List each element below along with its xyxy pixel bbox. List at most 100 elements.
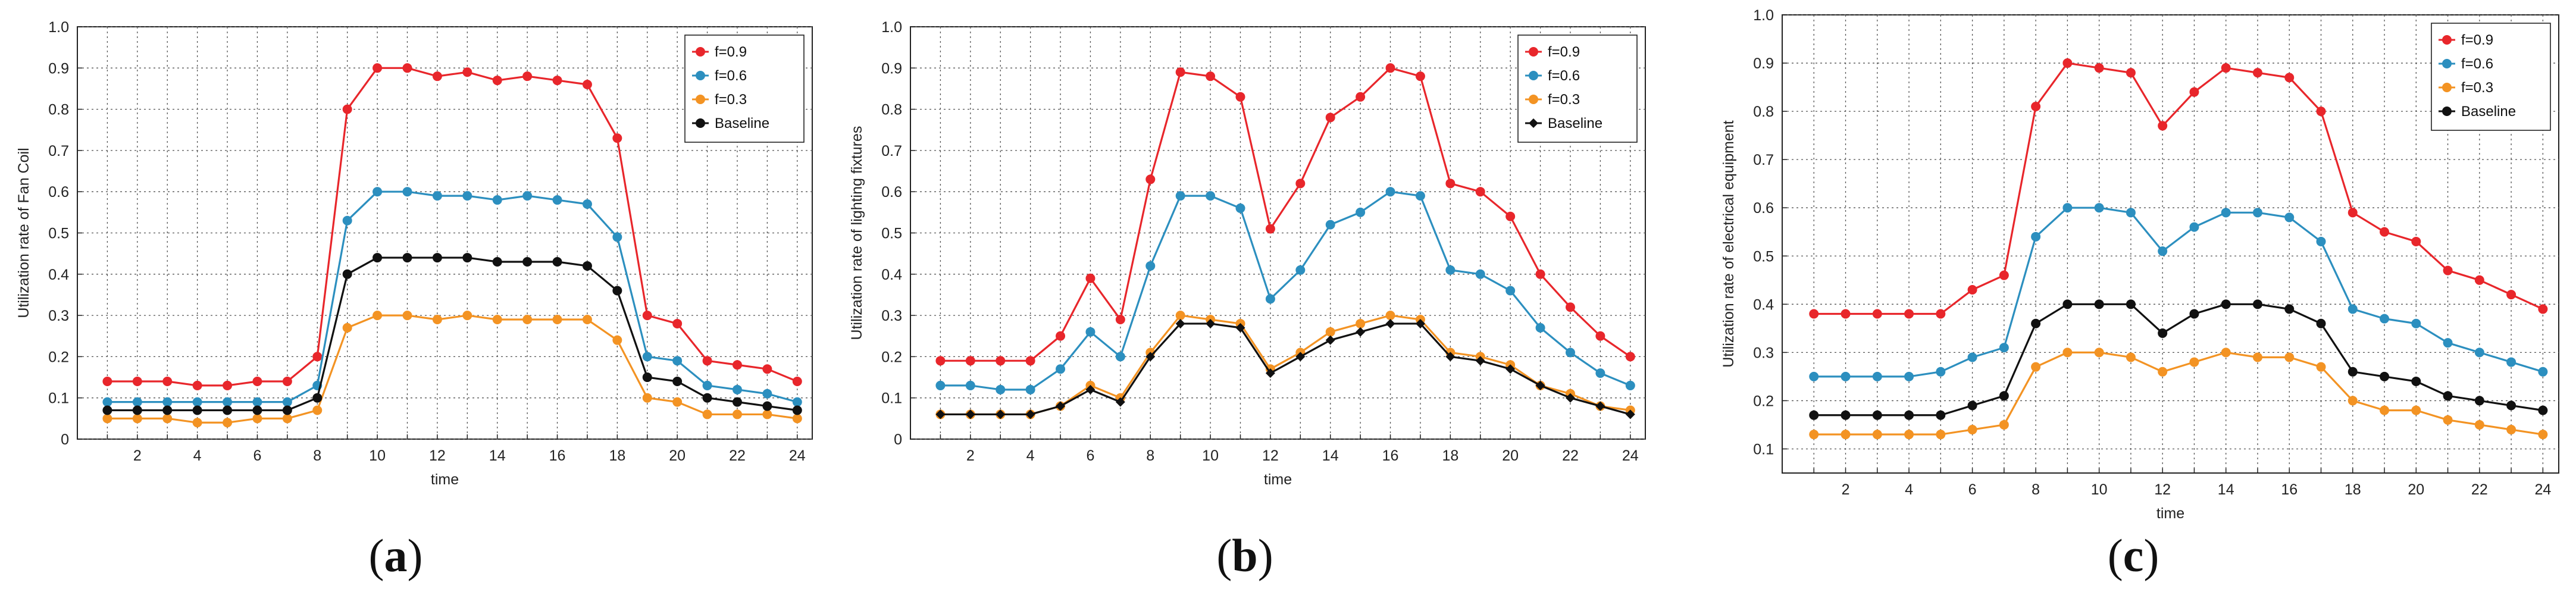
- data-point: [2474, 396, 2484, 406]
- data-point: [2221, 347, 2231, 358]
- data-point: [1904, 309, 1914, 319]
- data-point: [1325, 335, 1335, 345]
- data-point: [1175, 311, 1185, 321]
- data-point: [2443, 265, 2453, 275]
- data-point: [162, 405, 173, 415]
- data-point: [2094, 347, 2104, 358]
- y-tick-label: 0.9: [1753, 55, 1774, 72]
- data-point: [252, 405, 262, 415]
- legend: f=0.9 f=0.6 f=0.3 Baseline: [684, 35, 805, 143]
- data-point: [2221, 208, 2231, 218]
- data-point: [1841, 371, 1851, 381]
- y-tick-label: 0.2: [881, 349, 902, 365]
- data-point: [1265, 368, 1275, 378]
- data-point: [1999, 270, 2009, 280]
- data-point: [1841, 410, 1851, 420]
- panel-paren: (: [369, 530, 384, 581]
- x-tick-label: 16: [1382, 447, 1399, 464]
- y-tick-label: 1.0: [881, 19, 902, 36]
- chart-panel-c: 0.10.20.30.40.50.60.70.80.91.02 4 6 8 10 12 14…: [1720, 7, 2559, 581]
- y-tick-label: 0.8: [1753, 104, 1774, 120]
- x-tick-label: 18: [609, 447, 625, 464]
- y-tick-label: 0.5: [48, 226, 69, 242]
- y-tick-label: 0.5: [881, 226, 902, 242]
- data-point: [462, 191, 472, 201]
- data-point: [2126, 352, 2136, 362]
- data-point: [223, 397, 233, 407]
- panel-paren: ): [408, 530, 423, 581]
- data-point: [965, 409, 975, 419]
- data-point: [2380, 314, 2390, 324]
- y-tick-label: 0.9: [881, 60, 902, 77]
- data-point: [1505, 286, 1516, 296]
- data-point: [492, 257, 502, 267]
- data-point: [402, 63, 412, 73]
- data-point: [2316, 318, 2326, 328]
- data-point: [1475, 356, 1485, 366]
- data-point: [252, 414, 262, 424]
- data-point: [132, 405, 142, 415]
- data-point: [312, 352, 323, 362]
- data-point: [1115, 352, 1125, 362]
- data-point: [2126, 68, 2136, 78]
- y-tick-label: 0.8: [48, 102, 69, 118]
- data-point: [2031, 318, 2041, 328]
- data-point: [2189, 357, 2199, 367]
- data-point: [552, 76, 562, 86]
- data-point: [2189, 87, 2199, 97]
- data-point: [162, 414, 173, 424]
- y-tick-label: 1.0: [1753, 7, 1774, 24]
- data-point: [2347, 304, 2358, 314]
- x-tick-label: 22: [729, 447, 746, 464]
- legend-marker: [696, 47, 705, 57]
- y-tick-label: 0.7: [881, 143, 902, 159]
- x-tick-label: 24: [2534, 481, 2551, 498]
- data-point: [1445, 265, 1456, 275]
- data-point: [1356, 327, 1366, 337]
- y-tick-label: 0.1: [48, 390, 69, 407]
- data-point: [1356, 207, 1366, 217]
- data-point: [132, 397, 142, 407]
- data-point: [582, 315, 592, 325]
- data-point: [1625, 409, 1635, 419]
- data-point: [642, 352, 652, 362]
- data-point: [312, 405, 323, 415]
- x-axis-label: time: [1264, 471, 1292, 488]
- legend-marker: [1529, 71, 1538, 80]
- data-point: [2062, 347, 2073, 358]
- data-point: [2380, 405, 2390, 415]
- panel-letter: b: [1232, 530, 1257, 581]
- x-tick-label: 20: [1502, 447, 1519, 464]
- x-tick-label: 16: [549, 447, 566, 464]
- data-point: [2316, 236, 2326, 246]
- legend-marker: [696, 71, 705, 80]
- legend-entry-label: f=0.3: [715, 92, 747, 108]
- data-point: [1325, 220, 1335, 230]
- data-point: [1999, 343, 2009, 353]
- legend-marker: [2442, 83, 2452, 92]
- series-line-f=0.3: [1814, 351, 2543, 436]
- data-point: [342, 269, 352, 279]
- data-point: [1085, 384, 1095, 394]
- data-point: [552, 195, 562, 205]
- data-point: [2031, 231, 2041, 242]
- data-point: [2062, 299, 2073, 309]
- data-point: [1265, 294, 1275, 304]
- y-tick-label: 0.7: [1753, 152, 1774, 168]
- data-point: [702, 356, 712, 366]
- data-point: [223, 380, 233, 390]
- data-point: [672, 397, 683, 407]
- data-point: [373, 63, 383, 73]
- series-line-Baseline: [1814, 303, 2543, 416]
- data-point: [1505, 364, 1516, 374]
- data-point: [2443, 338, 2453, 348]
- y-tick-label: 0.3: [48, 308, 69, 324]
- data-point: [1235, 322, 1245, 333]
- data-point: [1295, 265, 1306, 275]
- data-point: [1325, 327, 1335, 337]
- data-point: [1967, 425, 1977, 435]
- data-point: [732, 384, 742, 394]
- data-point: [1056, 331, 1066, 341]
- data-point: [582, 261, 592, 271]
- data-point: [672, 376, 683, 386]
